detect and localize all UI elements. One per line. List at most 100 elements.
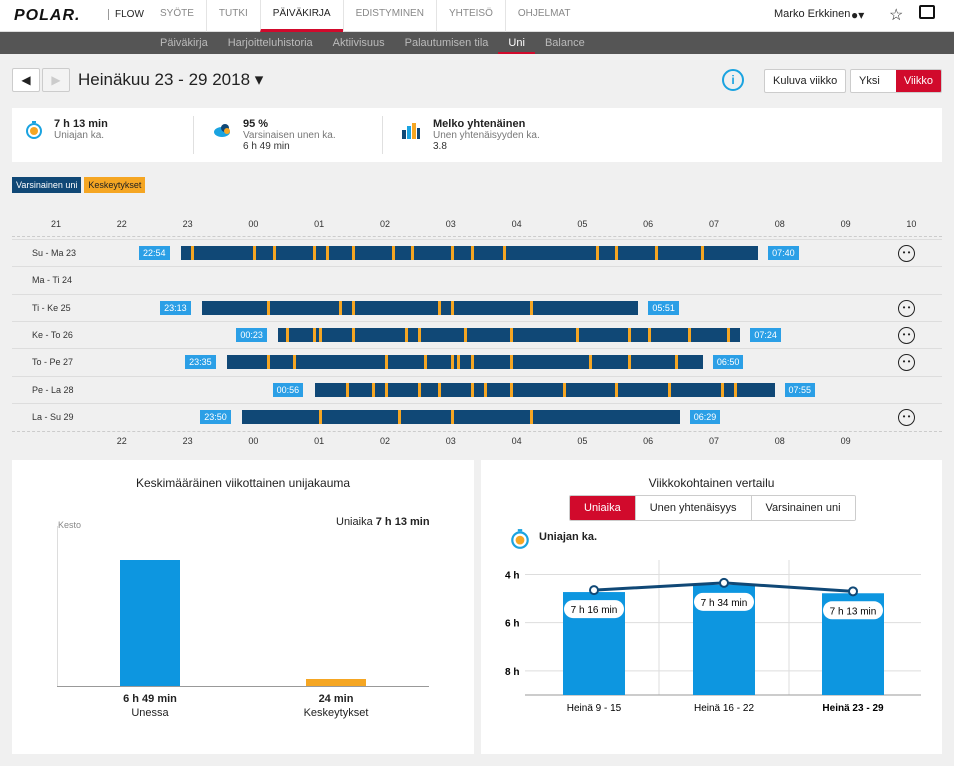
interruption-mark	[470, 355, 474, 370]
distribution-bar[interactable]	[306, 678, 366, 686]
top-hour-label: 21	[50, 219, 62, 229]
interruption-mark	[450, 355, 454, 370]
interruption-mark	[450, 300, 454, 315]
timeline-row[interactable]: To - Pe 27 23:35 06:50 • •	[12, 348, 942, 375]
view-toggle-option-0[interactable]: Yksi yö	[851, 70, 896, 92]
sleep-summary: 7 h 13 min Uniajan ka. 95 % Varsinaisen …	[12, 108, 942, 162]
distribution-value: 6 h 49 min	[123, 693, 177, 705]
sleep-feeling-icon[interactable]: • •	[898, 354, 915, 372]
star-icon[interactable]: ☆	[889, 7, 904, 24]
distribution-label: Unessa	[131, 707, 169, 719]
top-hour-label: 05	[577, 219, 588, 229]
top-hour-label: 09	[840, 219, 851, 229]
user-icon[interactable]: ●▾	[851, 8, 865, 22]
subnav-item-2[interactable]: Aktiivisuus	[332, 37, 385, 49]
interruption-mark	[352, 327, 356, 342]
stopwatch-icon	[26, 121, 42, 139]
interruption-mark	[286, 327, 290, 342]
bottom-hour-label: 07	[708, 436, 720, 446]
nav-item-2[interactable]: PÄIVÄKIRJA	[259, 0, 343, 32]
interruption-mark	[352, 300, 356, 315]
top-hour-label: 08	[774, 219, 785, 229]
sleep-feeling-icon[interactable]: • •	[898, 326, 915, 344]
interruption-mark	[404, 327, 408, 342]
sleep-start-time: 23:13	[160, 300, 191, 315]
top-hour-label: 04	[511, 219, 522, 229]
continuity-bars-icon	[402, 123, 420, 139]
comparison-tab-2[interactable]: Varsinainen uni	[750, 496, 855, 520]
sleep-end-time: 05:51	[648, 300, 679, 315]
subnav-item-5[interactable]: Balance	[544, 37, 585, 49]
distribution-label: Keskeytykset	[303, 707, 369, 719]
timeline-row[interactable]: Su - Ma 23 22:54 07:40 • •	[12, 239, 942, 266]
sleep-start-time: 23:50	[200, 409, 231, 424]
distribution-bar[interactable]	[120, 560, 180, 686]
sleep-bar[interactable]	[278, 327, 741, 342]
comparison-tab-1[interactable]: Unen yhtenäisyys	[634, 496, 751, 520]
interruption-mark	[266, 300, 270, 315]
timeline-row[interactable]: Ke - To 26 00:23 07:24 • •	[12, 320, 942, 348]
nav-item-0[interactable]: SYÖTE	[160, 8, 194, 19]
bottom-hour-label: 08	[774, 436, 785, 446]
current-week-button[interactable]: Kuluva viikko	[764, 69, 847, 93]
sleep-start-time: 00:23	[236, 327, 267, 342]
subnav-item-1[interactable]: Harjoitteluhistoria	[227, 37, 313, 49]
value-label-bg	[694, 592, 754, 611]
bottom-hour-label: 01	[314, 436, 325, 446]
y-tick-label: 6 h	[505, 619, 519, 630]
top-hour-label: 22	[116, 219, 127, 229]
sleep-feeling-icon[interactable]: • •	[898, 245, 915, 262]
date-range-title[interactable]: Heinäkuu 23 - 29 2018 ▾	[78, 70, 264, 89]
interruption-mark	[417, 327, 421, 342]
sleep-bar[interactable]	[181, 246, 759, 260]
interruption-mark	[503, 246, 507, 260]
nav-item-5[interactable]: OHJELMAT	[504, 0, 583, 32]
top-hour-label: 07	[708, 219, 720, 229]
sleep-bar[interactable]	[227, 355, 703, 370]
interruption-mark	[253, 246, 257, 260]
subnav-item-3[interactable]: Palautumisen tila	[404, 37, 489, 49]
interruption-mark	[733, 382, 737, 397]
interruption-mark	[319, 409, 323, 424]
top-hour-label: 02	[379, 219, 391, 229]
interruption-mark	[588, 355, 592, 370]
timeline-row[interactable]: Ti - Ke 25 23:13 05:51 • •	[12, 293, 942, 321]
interruption-mark	[510, 382, 514, 397]
subnav-item-4[interactable]: Uni	[498, 32, 535, 54]
interruption-mark	[595, 246, 599, 260]
nav-item-1[interactable]: TUTKI	[205, 0, 260, 32]
timeline-row[interactable]: La - Su 29 23:50 06:29 • •	[12, 402, 942, 430]
subnav-item-0[interactable]: Päiväkirja	[160, 37, 208, 49]
cloud-sleep-icon	[214, 124, 230, 137]
nav-item-4[interactable]: YHTEISÖ	[435, 0, 505, 32]
view-toggle-option-1[interactable]: Viikko	[895, 70, 941, 92]
sleep-bar[interactable]	[314, 382, 775, 397]
comparison-tab-0[interactable]: Uniaika	[570, 496, 635, 520]
sleep-bar[interactable]	[202, 300, 639, 315]
summary-actual-sleep: 95 % Varsinaisen unen ka. 6 h 49 min	[243, 118, 336, 152]
interruption-mark	[687, 327, 691, 342]
timeline-legend: Varsinainen uni Keskeytykset	[12, 177, 146, 193]
row-date-label: Ke - To 26	[32, 329, 73, 340]
previous-week-button[interactable]: ◀	[12, 68, 40, 92]
message-icon[interactable]	[919, 5, 935, 19]
next-week-button[interactable]: ▶	[42, 68, 70, 92]
polar-logo[interactable]: POLAR.	[14, 7, 81, 24]
sleep-end-time: 06:29	[689, 409, 721, 424]
nav-item-3[interactable]: EDISTYMINEN	[342, 0, 436, 32]
interruption-mark	[266, 355, 270, 370]
bottom-hour-label: 00	[248, 436, 259, 446]
sleep-bar[interactable]	[242, 409, 680, 424]
bottom-hour-label: 05	[577, 436, 588, 446]
timeline-row[interactable]: Pe - La 28 00:56 07:55	[12, 375, 942, 403]
interruption-mark	[411, 246, 415, 260]
interruption-mark	[371, 382, 375, 397]
timeline-row[interactable]: Ma - Ti 24	[12, 266, 942, 293]
user-name[interactable]: Marko Erkkinen	[774, 8, 851, 20]
summary-continuity: Melko yhtenäinen Unen yhtenäisyyden ka. …	[433, 118, 540, 152]
interruption-mark	[562, 382, 566, 397]
interruption-mark	[398, 409, 402, 424]
sleep-feeling-icon[interactable]: • •	[898, 408, 915, 426]
info-icon[interactable]: i	[722, 69, 744, 91]
sleep-feeling-icon[interactable]: • •	[898, 299, 915, 317]
